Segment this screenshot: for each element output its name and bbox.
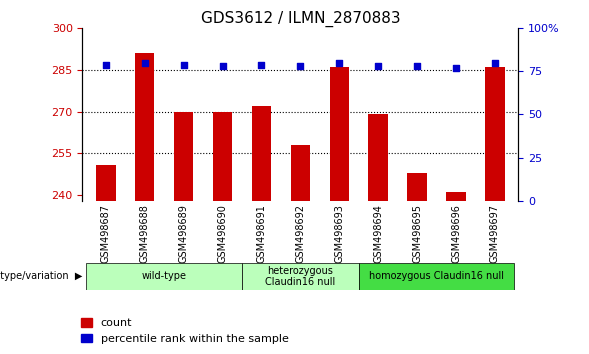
Bar [446,192,466,201]
Bar [290,145,310,201]
Title: GDS3612 / ILMN_2870883: GDS3612 / ILMN_2870883 [201,11,400,27]
Point [101,62,111,67]
Text: genotype/variation  ▶: genotype/variation ▶ [0,272,82,281]
Bar [174,112,193,201]
Bar [252,106,271,201]
Point [373,63,383,69]
Bar [369,114,388,201]
Text: heterozygous
Claudin16 null: heterozygous Claudin16 null [265,266,336,287]
Text: GSM498692: GSM498692 [296,204,305,263]
Legend: count, percentile rank within the sample: count, percentile rank within the sample [76,314,293,348]
Bar [87,263,242,290]
Text: GSM498697: GSM498697 [490,204,500,263]
Point [179,62,188,67]
Point [335,60,344,65]
Bar [485,67,505,201]
Bar [135,53,154,201]
Point [218,63,227,69]
Bar [242,263,359,290]
Point [412,63,422,69]
Text: GSM498695: GSM498695 [412,204,422,263]
Text: GSM498691: GSM498691 [256,204,266,263]
Bar [408,173,427,201]
Bar [96,165,115,201]
Point [451,65,461,71]
Text: GSM498693: GSM498693 [335,204,345,263]
Bar [213,112,232,201]
Text: GSM498689: GSM498689 [178,204,188,263]
Text: GSM498696: GSM498696 [451,204,461,263]
Point [490,60,499,65]
Point [140,60,150,65]
Text: GSM498694: GSM498694 [373,204,383,263]
Text: homozygous Claudin16 null: homozygous Claudin16 null [369,272,504,281]
Point [257,62,266,67]
Text: GSM498688: GSM498688 [140,204,150,263]
Text: wild-type: wild-type [142,272,187,281]
Point [296,63,305,69]
Text: GSM498687: GSM498687 [101,204,111,263]
Bar [330,67,349,201]
Bar [359,263,514,290]
Text: GSM498690: GSM498690 [217,204,227,263]
